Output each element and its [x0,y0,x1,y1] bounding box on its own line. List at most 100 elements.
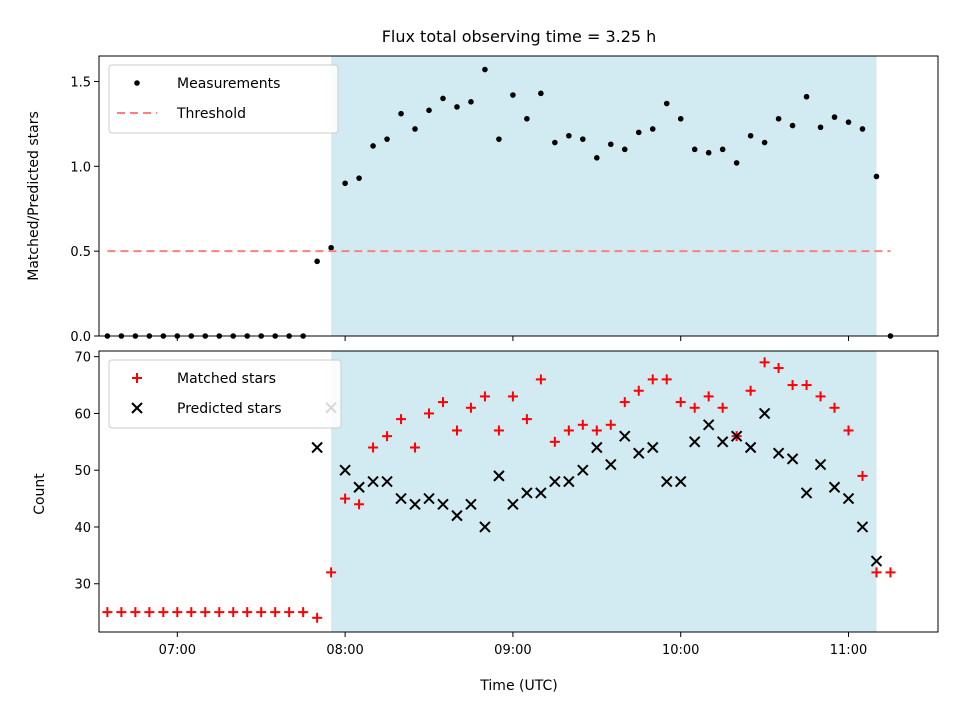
measurement-point [342,180,348,187]
measurement-point [803,93,810,100]
x-stroke [716,436,729,448]
x-stroke [311,441,323,454]
x-stroke [870,555,883,567]
x-stroke [772,447,785,459]
x-stroke [479,521,491,533]
x-stroke [549,475,561,488]
matched-star-point [465,402,476,413]
measurement-point [817,124,824,131]
measurement-point [370,143,376,149]
y-tick-label: 1.5 [70,75,91,90]
x-stroke [702,419,715,431]
predicted-star-point [507,498,519,510]
x-stroke [856,521,869,533]
ratio-axes-frame [98,55,939,337]
ratio-panel: 0.0 0.5 1.0 1.5 Matched/Predicted stars Mea… [26,55,939,345]
predicted-star-point [856,521,869,533]
observing-window-shade [331,351,877,632]
ratio-plot-area [104,66,894,339]
y-tick-label: 70 [74,351,91,366]
predicted-star-point [311,441,323,454]
x-tick-label: 07:00 [159,643,196,658]
measurement-point [621,146,628,153]
measurement-point [524,115,530,122]
predicted-star-point [591,441,603,454]
matched-star-point [563,425,574,436]
predicted-star-point [758,407,771,420]
predicted-star-point [131,402,143,414]
matched-star-point [451,425,462,436]
x-stroke [828,481,841,493]
legend-label: Measurements [177,76,280,92]
matched-star-point [801,380,812,391]
matched-star-point [521,414,532,425]
matched-star-point [857,470,868,481]
measurement-point [831,114,838,120]
matched-star-point [591,425,602,436]
matched-star-point [116,607,127,618]
matched-star-point [284,607,295,618]
measurement-point [482,66,488,73]
predicted-star-point [744,441,757,454]
y-tick-label: 40 [74,521,91,536]
x-stroke [521,487,533,499]
predicted-star-point [451,509,463,522]
count-plot-area [102,357,896,623]
matched-star-point [885,567,896,578]
ratio-legend: Measurements Threshold [108,64,339,134]
observing-window-band [331,56,877,336]
x-stroke [507,498,519,510]
x-stroke [619,430,631,442]
matched-star-point [577,419,588,430]
ratio-y-axis-label: Matched/Predicted stars [26,111,42,281]
measurement-point [845,119,852,125]
y-tick-label: 0.5 [70,245,91,260]
x-stroke [842,492,855,505]
matched-star-point [745,385,756,396]
predicted-star-point [563,475,575,488]
matched-star-point [647,374,658,385]
legend-label: Threshold [176,106,246,122]
x-stroke [535,487,547,499]
predicted-star-point [730,430,743,442]
predicted-star-point [661,475,673,488]
measurement-point [468,99,474,105]
matched-star-point [759,357,770,368]
count-x-axis-label: Time (UTC) [479,678,557,694]
measurement-point [747,132,754,139]
matched-star-point [326,567,337,578]
measurement-point [663,100,670,107]
matched-star-point [689,402,700,413]
matched-star-point [773,363,784,374]
x-stroke [423,492,435,505]
predicted-star-point [521,487,533,499]
x-stroke [605,458,617,471]
predicted-star-point [870,555,883,567]
x-stroke [409,498,421,510]
predicted-star-point [605,458,617,471]
predicted-star-point [772,447,785,459]
measurement-point [454,104,460,110]
predicted-star-point [535,487,547,499]
matched-star-point [312,612,323,623]
x-stroke [730,430,743,442]
matched-star-point [703,391,714,402]
measurement-point [873,173,880,180]
x-stroke [688,436,701,448]
x-stroke [814,458,827,471]
matched-star-point [172,607,183,618]
measurement-point [412,126,418,132]
observing-window-shade [331,56,877,336]
observing-window-band [331,351,877,632]
measurement-point [426,107,432,114]
matched-star-point [102,607,113,618]
count-legend: Matched stars Predicted stars [108,359,342,429]
x-stroke [437,498,449,510]
matched-star-point [270,607,281,618]
measurement-point [314,258,320,265]
matched-star-point [340,493,351,504]
predicted-star-point [381,475,393,488]
count-y-axis-label: Count [32,473,48,515]
matched-star-point [130,607,141,618]
matched-star-point [214,607,225,618]
